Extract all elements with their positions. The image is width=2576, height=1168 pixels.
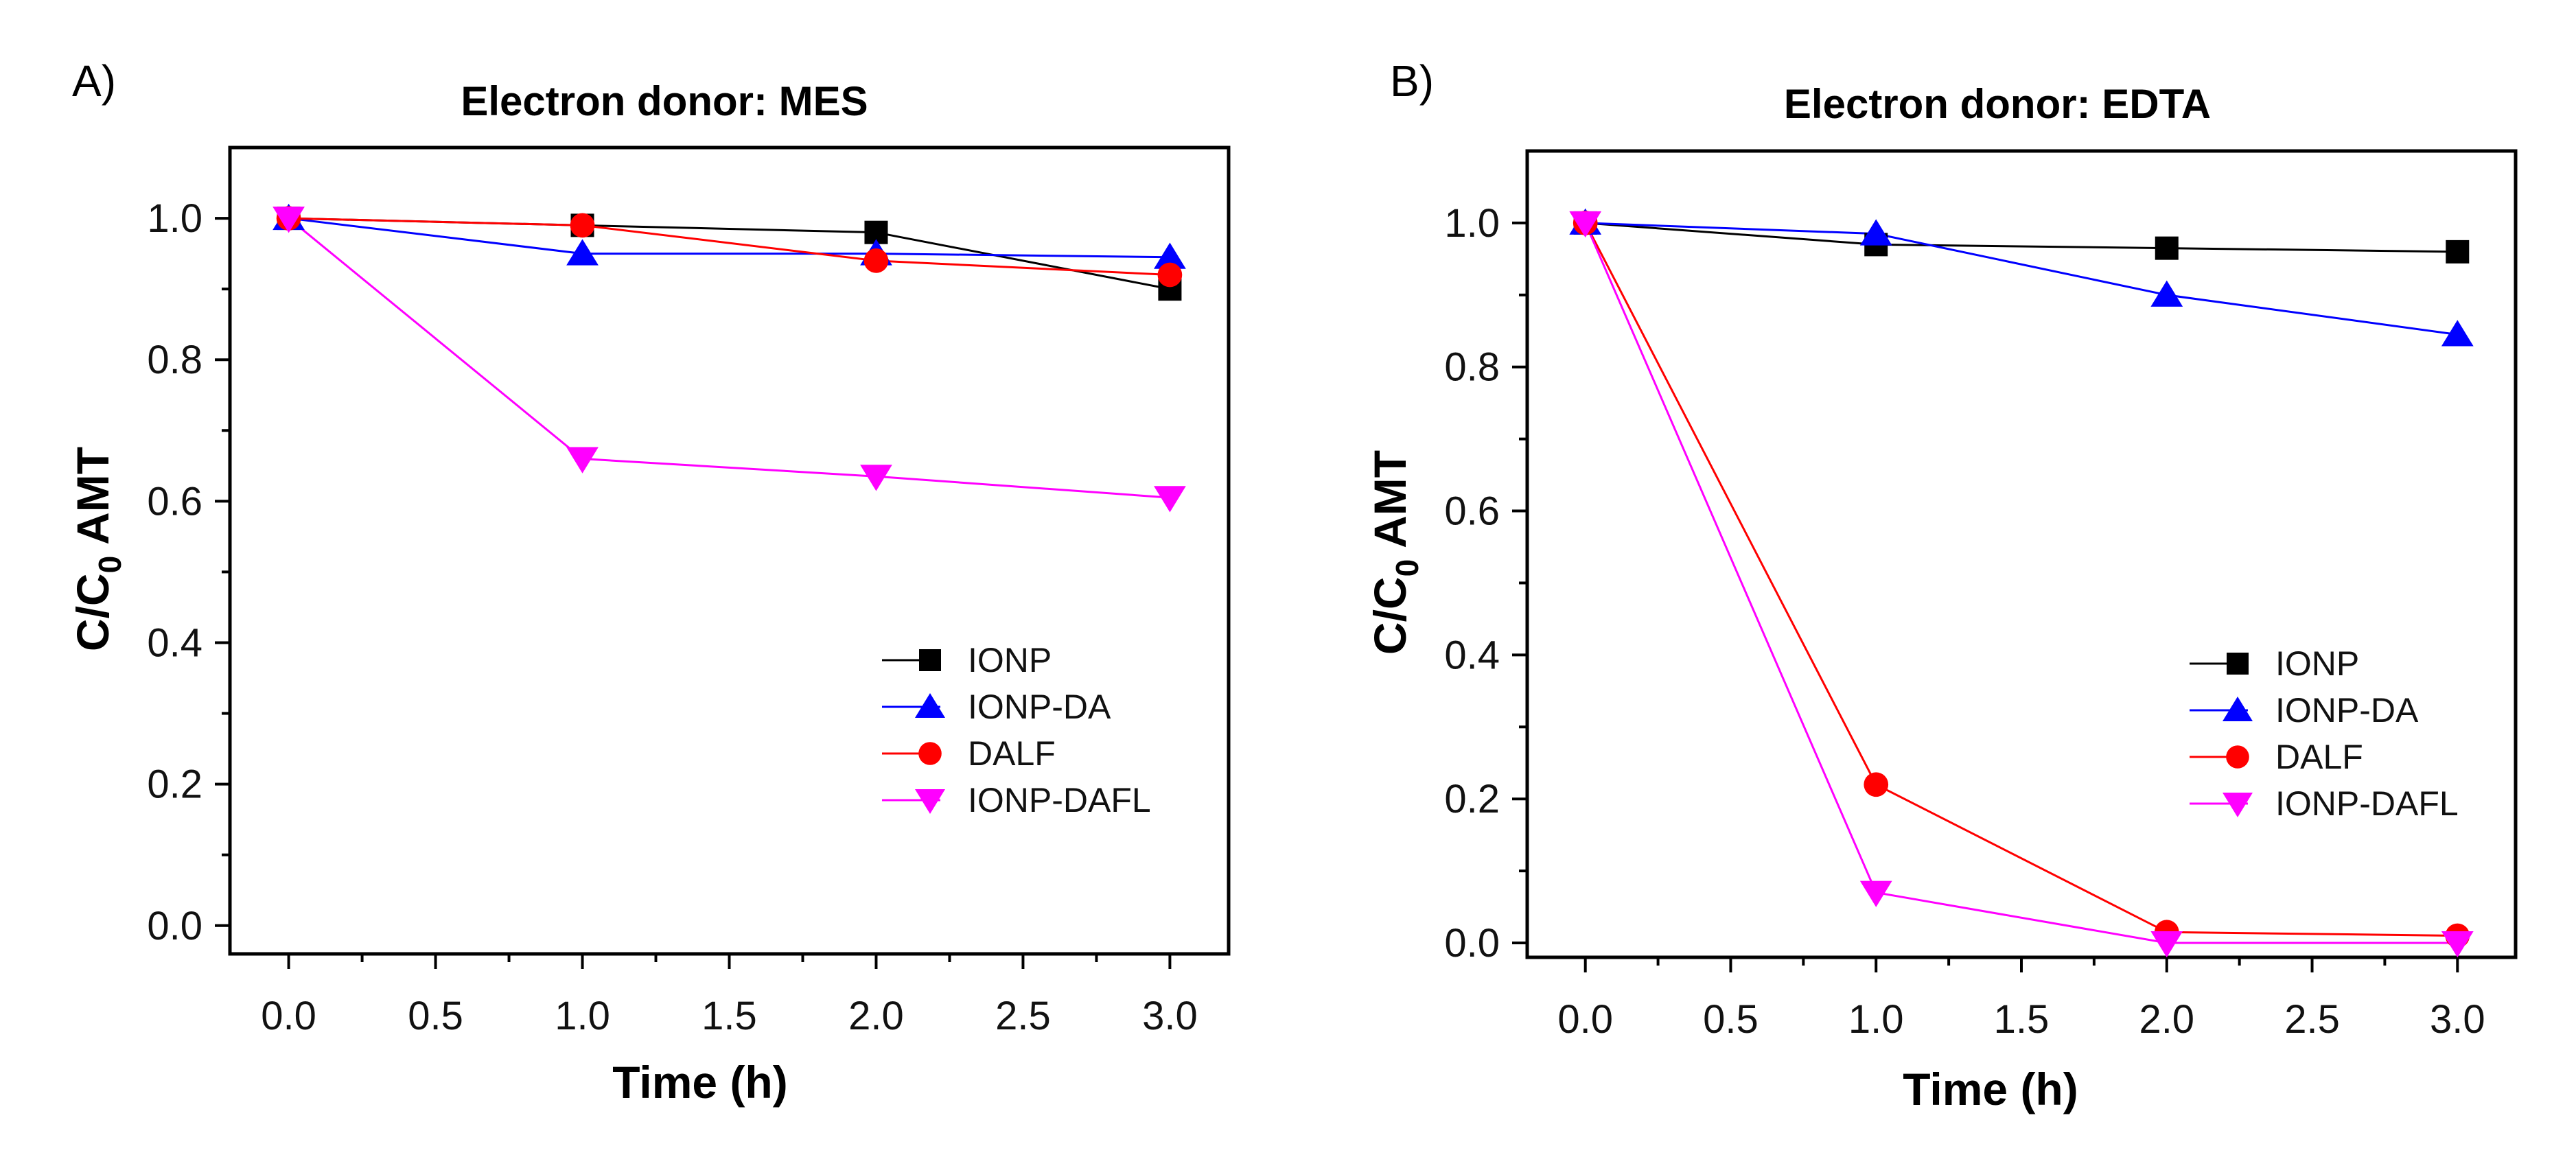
data-point-dalf — [863, 248, 889, 273]
y-tick-label: 0.2 — [1444, 777, 1500, 821]
data-point-ionp-dafl — [860, 465, 892, 491]
series-line-ionp-da — [1585, 222, 2458, 336]
legend-label: IONP-DA — [2275, 691, 2419, 729]
data-point-dalf — [570, 213, 595, 238]
data-point-ionp-dafl — [272, 207, 305, 233]
y-axis-title: C/C0 AMT — [67, 447, 128, 651]
y-tick-label: 0.0 — [1444, 921, 1500, 966]
y-tick-label: 0.8 — [1444, 345, 1500, 390]
data-point-dalf — [1864, 772, 1889, 797]
chart-panel-b: B) Electron donor: EDTA 0.0 0.5 1.0 1.5 2.0 2.5… — [1365, 56, 2518, 1114]
data-point-ionp-da — [566, 239, 599, 266]
x-tick-label: 1.0 — [1848, 997, 1904, 1042]
data-point-ionp — [2446, 240, 2470, 264]
data-point-ionp-dafl — [566, 447, 599, 474]
x-tick-label: 0.0 — [261, 994, 316, 1038]
y-tick-label: 0.4 — [1444, 633, 1500, 677]
x-axis-title: Time (h) — [1903, 1064, 2078, 1114]
x-tick-label: 2.5 — [2284, 997, 2340, 1042]
data-point-ionp-da — [2150, 280, 2183, 307]
legend-marker — [2227, 653, 2249, 675]
x-tick-label: 0.5 — [1703, 997, 1759, 1042]
x-tick-label: 0.0 — [1557, 997, 1613, 1042]
legend-label: IONP-DAFL — [968, 781, 1151, 819]
x-tick-label: 3.0 — [1142, 994, 1198, 1038]
legend-marker — [915, 789, 945, 814]
x-tick-label: 1.0 — [555, 994, 610, 1038]
series-line-dalf — [1584, 222, 2458, 937]
series-line-ionp-da — [288, 217, 1170, 259]
data-point-ionp-dafl — [1569, 211, 1602, 238]
data-point-ionp-dafl — [1859, 880, 1892, 907]
x-tick-label: 2.5 — [995, 994, 1051, 1038]
x-tick-label: 3.0 — [2430, 997, 2485, 1042]
data-point-dalf — [1157, 262, 1183, 288]
data-point-ionp-dafl — [2150, 931, 2183, 958]
series-line-ionp-dafl — [288, 217, 1170, 499]
y-tick-label: 1.0 — [1444, 201, 1500, 246]
y-tick-label: 0.8 — [147, 338, 202, 382]
data-point-ionp — [2155, 236, 2179, 260]
series-line-dalf — [288, 217, 1170, 277]
legend-marker — [919, 649, 941, 671]
x-tick-label: 0.5 — [408, 994, 463, 1038]
data-point-ionp-da — [1154, 242, 1186, 269]
legend-marker — [2223, 793, 2253, 817]
legend-marker — [918, 742, 942, 765]
legend-label: IONP-DAFL — [2275, 784, 2459, 823]
y-tick-label: 0.4 — [147, 620, 202, 665]
x-tick-label: 2.0 — [848, 994, 904, 1038]
y-tick-label: 0.6 — [1444, 489, 1500, 534]
y-axis-title: C/C0 AMT — [1365, 450, 1425, 655]
y-tick-label: 1.0 — [147, 196, 202, 241]
chart-panel-a: A) Electron donor: MES 0.0 0.5 1.0 1.5 2.0 2.5 3… — [67, 56, 1231, 1108]
data-point-ionp-dafl — [1154, 486, 1186, 513]
chart-title: Electron donor: MES — [461, 78, 868, 124]
x-tick-label: 1.5 — [1994, 997, 2050, 1042]
chart-title: Electron donor: EDTA — [1784, 81, 2211, 127]
x-axis-title: Time (h) — [612, 1057, 787, 1108]
legend-marker — [2226, 745, 2249, 769]
data-point-ionp-dafl — [2441, 931, 2474, 958]
series-line-ionp — [1585, 222, 2458, 253]
panel-label: B) — [1390, 56, 1434, 106]
legend-marker — [915, 693, 945, 718]
legend-label: IONP-DA — [968, 688, 1111, 726]
legend-label: DALF — [2275, 738, 2363, 776]
x-tick-label: 2.0 — [2139, 997, 2194, 1042]
legend-marker — [2223, 697, 2253, 721]
y-tick-label: 0.2 — [147, 762, 202, 807]
legend-label: IONP — [2275, 644, 2359, 683]
panel-label: A) — [72, 56, 116, 106]
y-tick-label: 0.6 — [147, 479, 202, 524]
data-point-ionp-da — [1859, 219, 1892, 246]
y-tick-label: 0.0 — [147, 904, 202, 948]
data-point-ionp-da — [2441, 320, 2474, 347]
series-line-ionp-dafl — [1584, 222, 2458, 944]
legend-label: DALF — [968, 734, 1056, 773]
legend-label: IONP — [968, 641, 1052, 679]
x-tick-label: 1.5 — [701, 994, 757, 1038]
